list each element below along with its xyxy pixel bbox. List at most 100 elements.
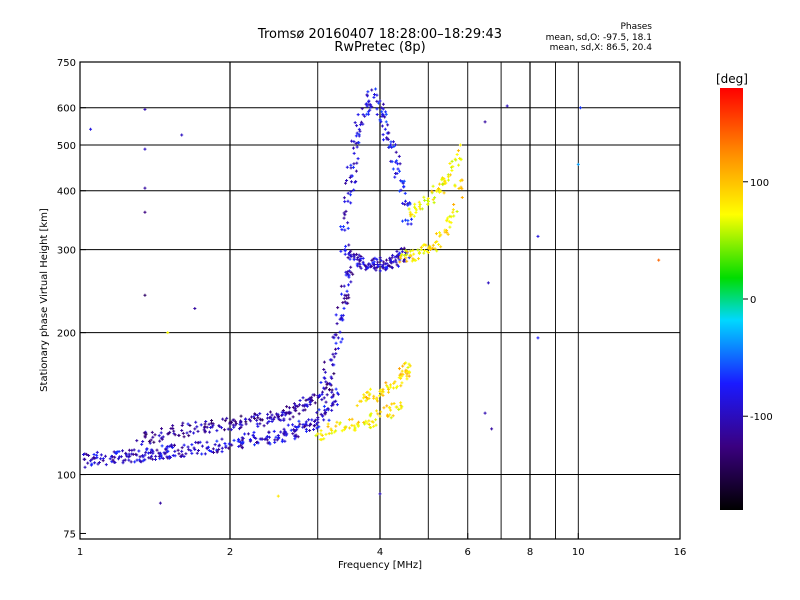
data-point: [363, 422, 367, 426]
data-point: [150, 430, 154, 434]
data-point: [150, 454, 154, 458]
data-point: [350, 417, 354, 421]
data-point: [348, 175, 352, 179]
data-point: [181, 431, 185, 435]
data-point: [227, 446, 231, 450]
data-point: [142, 431, 146, 435]
data-point: [344, 209, 348, 213]
data-point: [426, 199, 430, 203]
data-point: [228, 422, 232, 426]
data-point: [247, 417, 251, 421]
data-point: [173, 433, 177, 437]
data-point: [96, 462, 100, 466]
data-point: [327, 418, 331, 422]
data-point: [250, 415, 254, 419]
phase-stats-x: mean, sd,X: 86.5, 20.4: [549, 43, 652, 53]
data-point: [352, 424, 356, 428]
data-point: [272, 429, 276, 433]
data-point: [361, 113, 365, 117]
data-point: [158, 451, 162, 455]
data-point: [392, 386, 396, 390]
data-point: [188, 430, 192, 434]
data-point: [430, 189, 434, 193]
data-point: [194, 420, 198, 424]
data-point: [400, 253, 404, 257]
data-point: [378, 269, 382, 273]
data-point: [387, 406, 391, 410]
data-point: [410, 217, 414, 221]
data-point: [388, 264, 392, 268]
data-point: [253, 443, 257, 447]
data-point: [317, 425, 321, 429]
data-point: [304, 429, 308, 433]
data-point: [322, 404, 326, 408]
data-point: [339, 249, 343, 253]
data-point: [325, 393, 329, 397]
data-point: [424, 243, 428, 247]
data-point: [365, 266, 369, 270]
data-point: [365, 421, 369, 425]
data-point: [319, 381, 323, 385]
data-point: [151, 457, 155, 461]
data-point: [407, 207, 411, 211]
data-point: [393, 255, 397, 259]
data-point: [369, 412, 373, 416]
data-point: [110, 455, 114, 459]
data-point: [338, 330, 342, 334]
data-point: [352, 140, 356, 144]
data-point: [363, 114, 367, 118]
data-point: [426, 202, 430, 206]
data-point: [138, 455, 142, 459]
data-point: [382, 114, 386, 118]
colorbar-tick-label: 0: [750, 295, 756, 306]
data-point: [452, 203, 456, 207]
data-point: [349, 253, 353, 257]
data-point: [392, 401, 396, 405]
data-point: [361, 256, 365, 260]
data-point: [425, 250, 429, 254]
data-point: [187, 434, 191, 438]
data-point: [341, 313, 345, 317]
data-point: [203, 429, 207, 433]
data-point: [388, 413, 392, 417]
data-point: [398, 162, 402, 166]
data-point: [232, 438, 236, 442]
data-point: [273, 415, 277, 419]
data-point: [355, 257, 359, 261]
data-point: [339, 225, 343, 229]
data-point: [83, 457, 87, 461]
data-point: [326, 381, 330, 385]
data-point: [439, 245, 443, 249]
data-point: [352, 188, 356, 192]
data-point: [364, 264, 368, 268]
y-tick-label: 200: [57, 329, 76, 340]
data-point: [304, 398, 308, 402]
data-point: [414, 258, 418, 262]
data-point: [240, 440, 244, 444]
data-point: [483, 411, 487, 415]
data-point: [401, 201, 405, 205]
data-point: [322, 360, 326, 364]
data-point: [387, 145, 391, 149]
data-point: [344, 181, 348, 185]
data-point: [203, 422, 207, 426]
data-point: [399, 401, 403, 405]
data-point: [199, 423, 203, 427]
data-point: [382, 406, 386, 410]
data-point: [373, 266, 377, 270]
data-point: [200, 444, 204, 448]
data-point: [381, 266, 385, 270]
data-point: [407, 362, 411, 366]
data-point: [150, 448, 154, 452]
data-point: [249, 439, 253, 443]
data-point: [396, 167, 400, 171]
data-point: [349, 193, 353, 197]
data-point: [378, 492, 382, 496]
data-point: [223, 442, 227, 446]
data-point: [446, 175, 450, 179]
data-point: [342, 211, 346, 215]
data-point: [435, 189, 439, 193]
data-point: [394, 143, 398, 147]
data-point: [447, 178, 451, 182]
data-point: [215, 448, 219, 452]
